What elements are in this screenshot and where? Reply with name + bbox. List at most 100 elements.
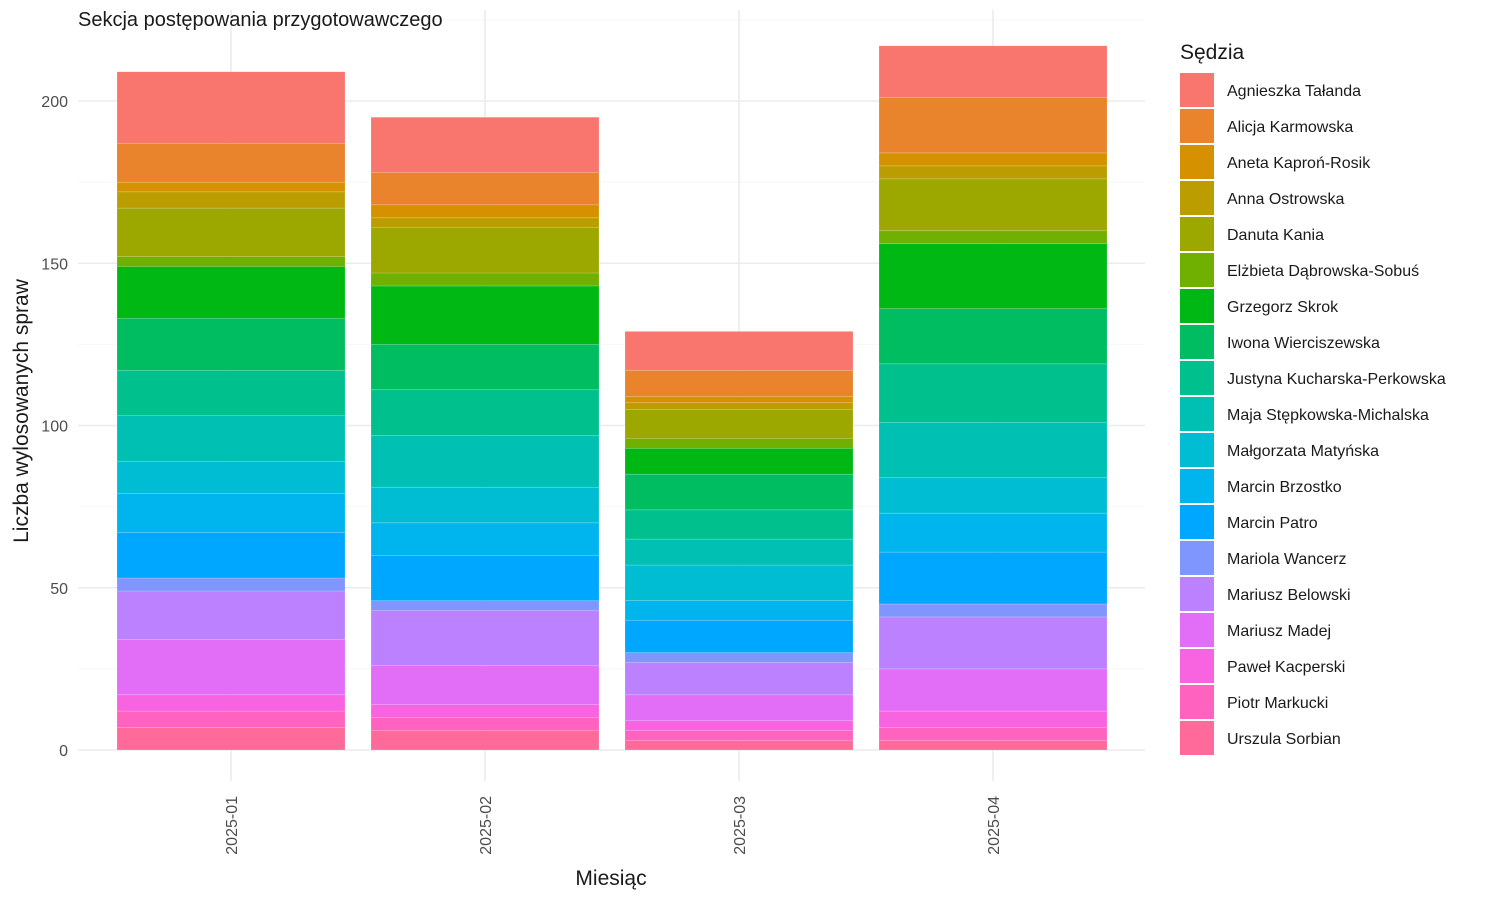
bar-segment: [878, 616, 1108, 670]
bar-segment: [624, 473, 854, 511]
bar-segment: [116, 207, 346, 258]
bar-segment: [878, 97, 1108, 154]
bar-segment: [116, 639, 346, 696]
bar-segment: [878, 668, 1108, 712]
legend-swatch: [1180, 73, 1214, 107]
bar-segment: [370, 704, 600, 718]
y-axis-title: Liczba wylosowanych spraw: [10, 278, 33, 543]
legend-label: Grzegorz Skrok: [1227, 299, 1339, 316]
legend-swatch: [1180, 397, 1214, 431]
bar-segment: [624, 564, 854, 601]
legend-swatch: [1180, 433, 1214, 467]
legend-swatch: [1180, 361, 1214, 395]
legend-swatch: [1180, 217, 1214, 251]
legend-label: Alicja Karmowska: [1227, 119, 1353, 136]
bar-segment: [116, 532, 346, 579]
legend-label: Mariusz Madej: [1227, 623, 1331, 640]
legend-label: Maja Stępkowska-Michalska: [1227, 407, 1429, 424]
legend-swatch: [1180, 253, 1214, 287]
bar-segment: [878, 165, 1108, 180]
bar-segment: [878, 710, 1108, 728]
y-tick-label: 200: [41, 94, 68, 111]
legend-label: Elżbieta Dąbrowska-Sobuś: [1227, 263, 1419, 280]
bar-segment: [878, 551, 1108, 605]
bar-segment: [878, 243, 1108, 309]
bar-segment: [878, 512, 1108, 553]
legend-label: Aneta Kaproń-Rosik: [1227, 155, 1371, 172]
legend-label: Justyna Kucharska-Perkowska: [1227, 371, 1446, 388]
legend-swatch: [1180, 325, 1214, 359]
bar-segment: [370, 600, 600, 611]
bar-segment: [370, 172, 600, 206]
bar-segment: [624, 396, 854, 404]
x-tick-label: 2025-04: [986, 796, 1003, 855]
bar-segment: [624, 694, 854, 722]
bar-segment: [624, 402, 854, 410]
legend-label: Danuta Kania: [1227, 227, 1324, 244]
bar-segment: [370, 665, 600, 705]
bar-segment: [370, 486, 600, 524]
legend-label: Marcin Patro: [1227, 515, 1318, 532]
legend-label: Anna Ostrowska: [1227, 191, 1344, 208]
x-axis-title: Miesiąc: [575, 867, 646, 890]
bar-segment: [624, 720, 854, 731]
bar-segment: [370, 116, 600, 173]
bar-segment: [624, 740, 854, 751]
legend-swatch: [1180, 541, 1214, 575]
bar-segment: [370, 434, 600, 488]
bar-segment: [116, 318, 346, 371]
bar-segment: [116, 577, 346, 592]
bar-segment: [116, 256, 346, 267]
bar-segment: [116, 191, 346, 209]
bar-segment: [624, 447, 854, 475]
y-tick-label: 50: [50, 581, 68, 598]
bar-segment: [624, 730, 854, 741]
bar-segment: [878, 308, 1108, 365]
bar-segment: [116, 181, 346, 193]
x-tick-label: 2025-01: [224, 796, 241, 855]
x-tick-label: 2025-02: [478, 796, 495, 855]
bar-segment: [624, 619, 854, 653]
legend-swatch: [1180, 685, 1214, 719]
bar-segment: [116, 142, 346, 183]
bar-segment: [878, 363, 1108, 423]
legend-label: Urszula Sorbian: [1227, 731, 1341, 748]
x-axis: 2025-01 2025-02 2025-03 2025-04: [224, 796, 1003, 855]
chart-title: Sekcja postępowania przygotowawczego: [78, 9, 443, 31]
legend-title: Sędzia: [1180, 41, 1245, 64]
bar-segment: [370, 344, 600, 391]
bar-segment: [370, 610, 600, 666]
legend-label: Mariusz Belowski: [1227, 587, 1351, 604]
legend-label: Iwona Wierciszewska: [1227, 335, 1380, 352]
bar-segment: [878, 477, 1108, 514]
legend-swatch: [1180, 469, 1214, 503]
bars: [116, 45, 1108, 751]
bar-segment: [116, 460, 346, 494]
bar-segment: [370, 730, 600, 751]
bar-segment: [116, 370, 346, 417]
bar-segment: [370, 272, 600, 287]
bar-segment: [116, 71, 346, 144]
bar-segment: [370, 555, 600, 601]
legend-label: Piotr Markucki: [1227, 695, 1328, 712]
bar-segment: [878, 740, 1108, 751]
bar-segment: [878, 727, 1108, 741]
bar-segment: [370, 522, 600, 556]
legend-swatch: [1180, 721, 1214, 755]
bar-segment: [878, 422, 1108, 478]
y-tick-label: 150: [41, 256, 68, 273]
legend-label: Mariola Wancerz: [1227, 551, 1346, 568]
bar-segment: [624, 538, 854, 566]
bar-segment: [370, 285, 600, 345]
bar-segment: [370, 717, 600, 731]
bar-segment: [116, 710, 346, 728]
bar-segment: [624, 331, 854, 371]
legend-swatch: [1180, 577, 1214, 611]
bar-segment: [624, 370, 854, 397]
legend-label: Marcin Brzostko: [1227, 479, 1342, 496]
legend-label: Agnieszka Tałanda: [1227, 83, 1361, 100]
y-tick-label: 0: [59, 743, 68, 760]
legend-swatch: [1180, 181, 1214, 215]
bar-segment: [370, 204, 600, 219]
